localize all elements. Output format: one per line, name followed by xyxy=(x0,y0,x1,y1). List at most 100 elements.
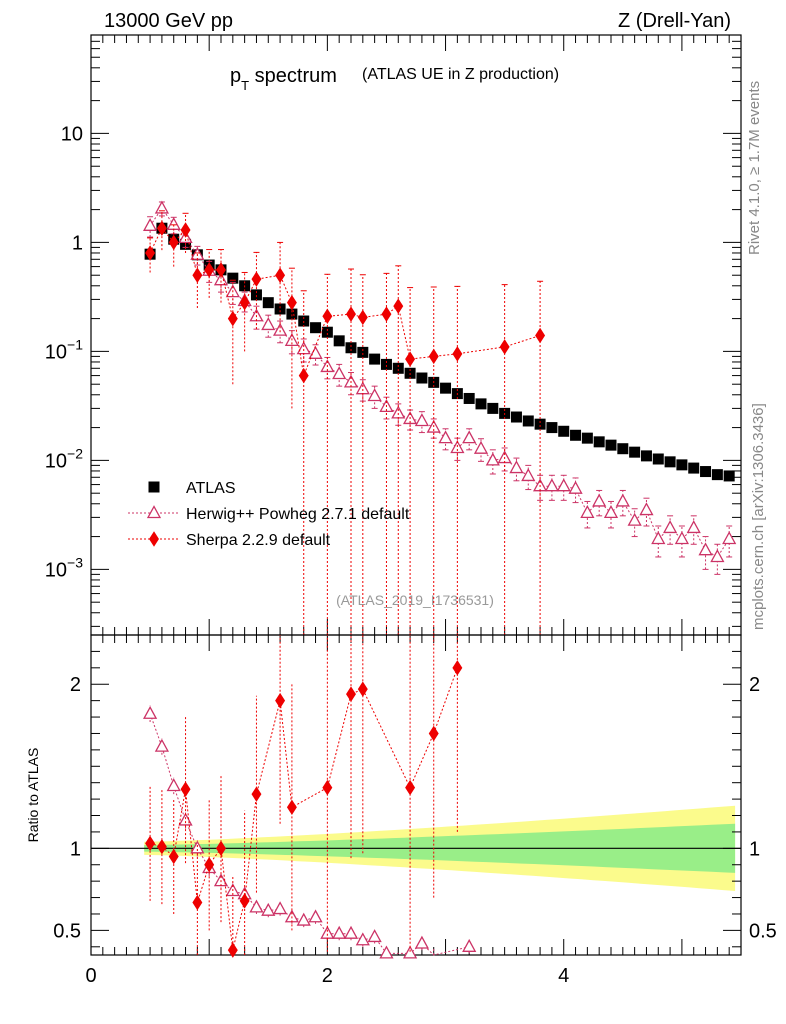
atlas-point xyxy=(440,382,452,394)
title-p: p xyxy=(230,65,241,87)
header-left: 13000 GeV pp xyxy=(104,10,233,32)
sherpa-ratio-point xyxy=(216,840,226,857)
sherpa-ratio-point xyxy=(168,848,179,865)
herwig-point xyxy=(414,413,430,427)
herwig-point xyxy=(462,430,477,444)
y-tick-base: 10 xyxy=(45,341,67,363)
sherpa-point xyxy=(192,267,203,283)
atlas-point xyxy=(321,326,333,338)
atlas-point xyxy=(416,372,428,384)
herwig-point xyxy=(485,452,500,466)
herwig-point xyxy=(568,480,583,494)
herwig-point xyxy=(544,478,560,492)
sherpa-ratio-point xyxy=(428,725,439,742)
atlas-point xyxy=(676,459,688,471)
atlas-point xyxy=(522,415,534,427)
herwig-point xyxy=(142,217,158,231)
sherpa-point xyxy=(405,351,416,367)
herwig-point xyxy=(332,366,347,380)
herwig-point xyxy=(603,505,619,519)
atlas-point xyxy=(310,322,322,334)
herwig-point xyxy=(592,493,607,507)
y-tick-label: 10−2 xyxy=(45,445,83,472)
herwig-point xyxy=(272,322,288,336)
sherpa-point xyxy=(156,220,167,236)
herwig-ratio-point xyxy=(261,902,276,916)
herwig-point xyxy=(391,405,406,419)
legend-atlas-marker xyxy=(148,481,160,493)
herwig-ratio-point xyxy=(142,705,158,719)
sherpa-ratio-point xyxy=(346,686,356,702)
herwig-point xyxy=(308,345,323,359)
sherpa-point xyxy=(499,339,510,355)
atlas-point xyxy=(274,303,286,315)
atlas-point xyxy=(369,353,381,365)
ratio-frame-border xyxy=(90,634,742,956)
sherpa-point xyxy=(286,294,297,311)
plot-title: pT spectrum xyxy=(230,65,337,93)
title-spectrum: spectrum xyxy=(249,65,337,87)
herwig-point xyxy=(698,542,713,556)
legend-label: ATLAS xyxy=(186,480,236,497)
herwig-point xyxy=(261,317,276,331)
x-tick-label: 0 xyxy=(85,965,96,987)
x-tick-label: 4 xyxy=(558,965,569,987)
atlas-point xyxy=(357,346,369,358)
atlas-point xyxy=(605,439,617,451)
y-tick-exponent: −2 xyxy=(67,445,83,461)
atlas-point xyxy=(345,342,357,354)
sherpa-point xyxy=(346,306,356,322)
herwig-ratio-point xyxy=(367,929,382,943)
ratio-y-tick-label-right: 2 xyxy=(749,674,760,696)
sherpa-point xyxy=(251,271,262,287)
atlas-point xyxy=(380,358,392,370)
header-right: Z (Drell-Yan) xyxy=(618,10,731,32)
sherpa-ratio-point xyxy=(322,779,333,796)
y-tick-base: 10 xyxy=(45,450,67,472)
sherpa-point xyxy=(428,348,439,365)
sherpa-point xyxy=(357,309,368,326)
ratio-data-layer xyxy=(142,635,477,959)
sherpa-point xyxy=(298,367,309,384)
atlas-point xyxy=(262,297,274,309)
atlas-point xyxy=(688,462,700,474)
herwig-ratio-point xyxy=(379,945,394,959)
atlas-point xyxy=(723,470,735,482)
herwig-ratio-point xyxy=(332,925,347,939)
plot-subtitle: (ATLAS UE in Z production) xyxy=(362,66,559,83)
herwig-point xyxy=(438,430,453,444)
herwig-point xyxy=(662,520,678,534)
herwig-point xyxy=(639,502,654,516)
sherpa-point xyxy=(239,294,250,311)
legend: ATLAS Herwig++ Powheg 2.7.1 default Sherpa… xyxy=(128,480,410,549)
herwig-ratio-point xyxy=(462,938,477,952)
herwig-ratio-point xyxy=(190,840,205,854)
sherpa-ratio-point xyxy=(286,799,297,816)
sherpa-ratio-point xyxy=(227,942,238,958)
sherpa-ratio-point xyxy=(192,894,203,911)
sherpa-ratio-point xyxy=(145,835,156,852)
sherpa-point xyxy=(204,262,215,278)
atlas-point xyxy=(581,432,593,444)
sherpa-ratio-point xyxy=(251,786,262,802)
herwig-ratio-point xyxy=(355,932,370,946)
ratio-y-tick-label: 1 xyxy=(70,838,81,860)
atlas-point xyxy=(475,398,487,410)
herwig-ratio-point xyxy=(343,925,359,939)
atlas-point xyxy=(546,422,558,434)
ratio-y-label: Ratio to ATLAS xyxy=(25,748,41,843)
y-tick-label: 10−3 xyxy=(45,554,83,581)
herwig-ratio-point xyxy=(402,945,418,959)
herwig-point xyxy=(473,440,489,454)
sherpa-line xyxy=(149,227,541,378)
herwig-point xyxy=(674,531,690,545)
herwig-point xyxy=(627,512,642,526)
herwig-ratio-point xyxy=(154,738,170,752)
atlas-point xyxy=(250,289,262,301)
sherpa-point xyxy=(381,306,392,322)
sherpa-point xyxy=(145,245,156,261)
herwig-line xyxy=(149,207,730,558)
atlas-point xyxy=(570,429,582,441)
ratio-y-tick-label: 0.5 xyxy=(53,920,81,942)
